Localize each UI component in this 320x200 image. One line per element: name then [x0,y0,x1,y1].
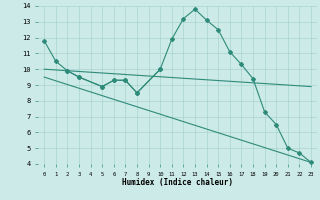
X-axis label: Humidex (Indice chaleur): Humidex (Indice chaleur) [122,178,233,187]
